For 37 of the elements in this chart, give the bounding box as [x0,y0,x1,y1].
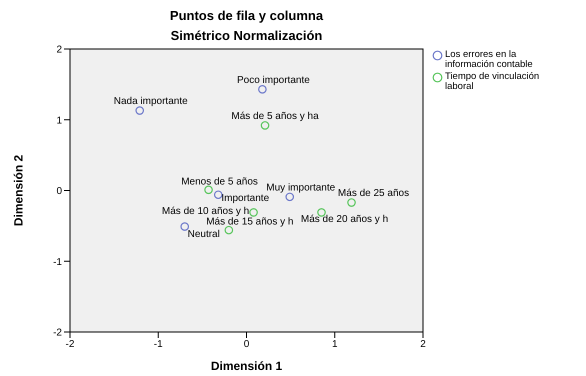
x-tick-label: 2 [420,339,426,350]
annotation: Más de 10 años y h [162,206,250,217]
y-tick-label: -2 [53,328,62,339]
x-tick-label: 1 [332,339,338,350]
annotation: Importante [221,193,270,204]
x-tick-label: -2 [66,339,75,350]
point [214,190,223,200]
legend-label: Los errores en la información contable [445,49,534,70]
point [180,222,190,231]
point [258,85,267,94]
point [224,226,234,234]
chart-subtitle: Simétrico Normalización [170,28,324,43]
point [204,185,213,194]
y-tick-label: 2 [56,44,62,56]
y-tick-label: -1 [53,256,62,268]
legend-label: Tiempo de vinculación laboral [445,71,540,92]
y-tick-label: 1 [56,115,62,126]
annotation: Más de 5 años y ha [231,110,320,122]
x-tick-label: 0 [244,339,250,350]
x-axis-title: Dimensión 1 [210,359,282,373]
point [260,121,270,130]
annotation: Menos de 5 años [181,176,258,188]
chart-title: Puntos de fila y columna [168,8,324,23]
point [135,106,144,115]
annotation: Más de 25 años [338,188,410,200]
annotation: Más de 15 años y h [206,216,294,228]
x-tick-label: -1 [154,339,164,350]
annotation: Neutral [188,229,220,240]
point [347,198,356,207]
y-axis-title: Dimensión 2 [11,154,26,226]
annotation: Muy importante [266,182,336,194]
point [249,208,258,217]
annotation: Nada importante [114,96,188,108]
y-tick-label: 0 [56,186,62,198]
point [285,192,294,202]
annotation: Poco importante [236,74,310,86]
annotation: Más de 20 años y h [300,214,388,225]
